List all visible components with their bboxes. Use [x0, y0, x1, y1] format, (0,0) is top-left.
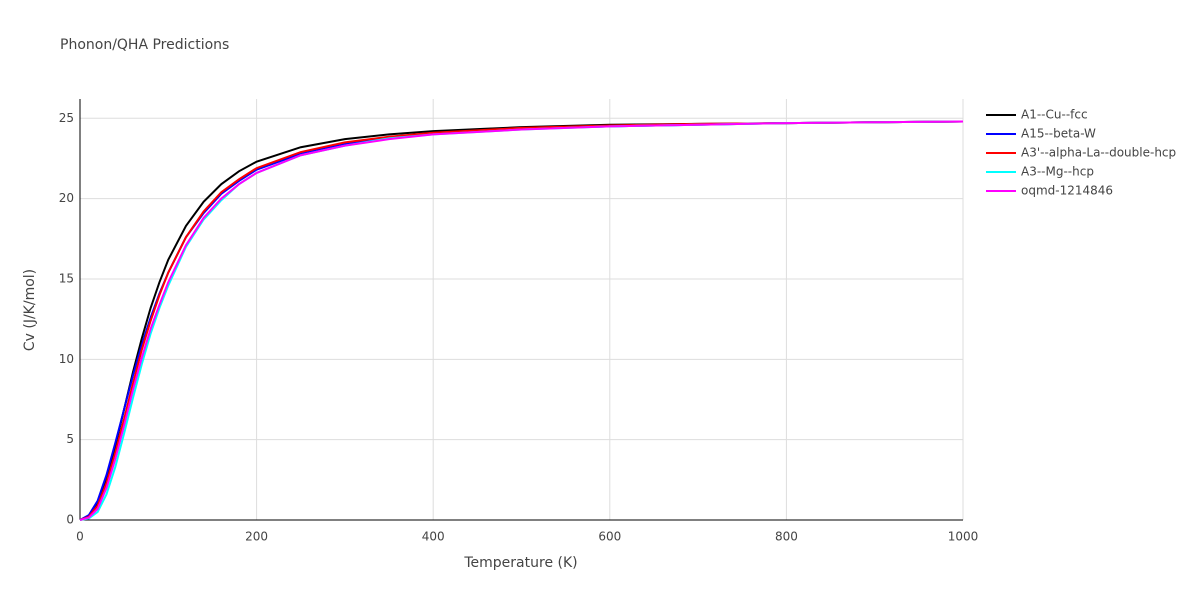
chart-title: Phonon/QHA Predictions	[60, 37, 229, 53]
legend-label: A3--Mg--hcp	[1021, 165, 1094, 179]
y-tick-label: 0	[66, 513, 74, 527]
x-tick-label: 0	[76, 530, 84, 544]
legend-label: A3'--alpha-La--double-hcp	[1021, 146, 1176, 160]
series-line	[79, 120, 964, 521]
y-tick-label: 20	[59, 191, 74, 205]
series-line	[79, 120, 964, 521]
x-tick-label: 200	[245, 530, 268, 544]
y-axis-label: Cv (J/K/mol)	[22, 269, 38, 351]
series-line	[79, 120, 964, 521]
legend-label: A1--Cu--fcc	[1021, 108, 1088, 122]
x-tick-label: 1000	[948, 530, 979, 544]
x-tick-label: 800	[775, 530, 798, 544]
legend-label: A15--beta-W	[1021, 127, 1096, 141]
x-tick-label: 600	[598, 530, 621, 544]
series-line	[79, 120, 964, 521]
y-tick-label: 25	[59, 111, 74, 125]
legend-label: oqmd-1214846	[1021, 184, 1113, 198]
x-axis-label: Temperature (K)	[463, 555, 577, 571]
x-tick-label: 400	[422, 530, 445, 544]
y-tick-label: 15	[59, 271, 74, 285]
series-line	[79, 120, 964, 521]
y-tick-label: 10	[59, 352, 74, 366]
y-tick-label: 5	[66, 432, 74, 446]
